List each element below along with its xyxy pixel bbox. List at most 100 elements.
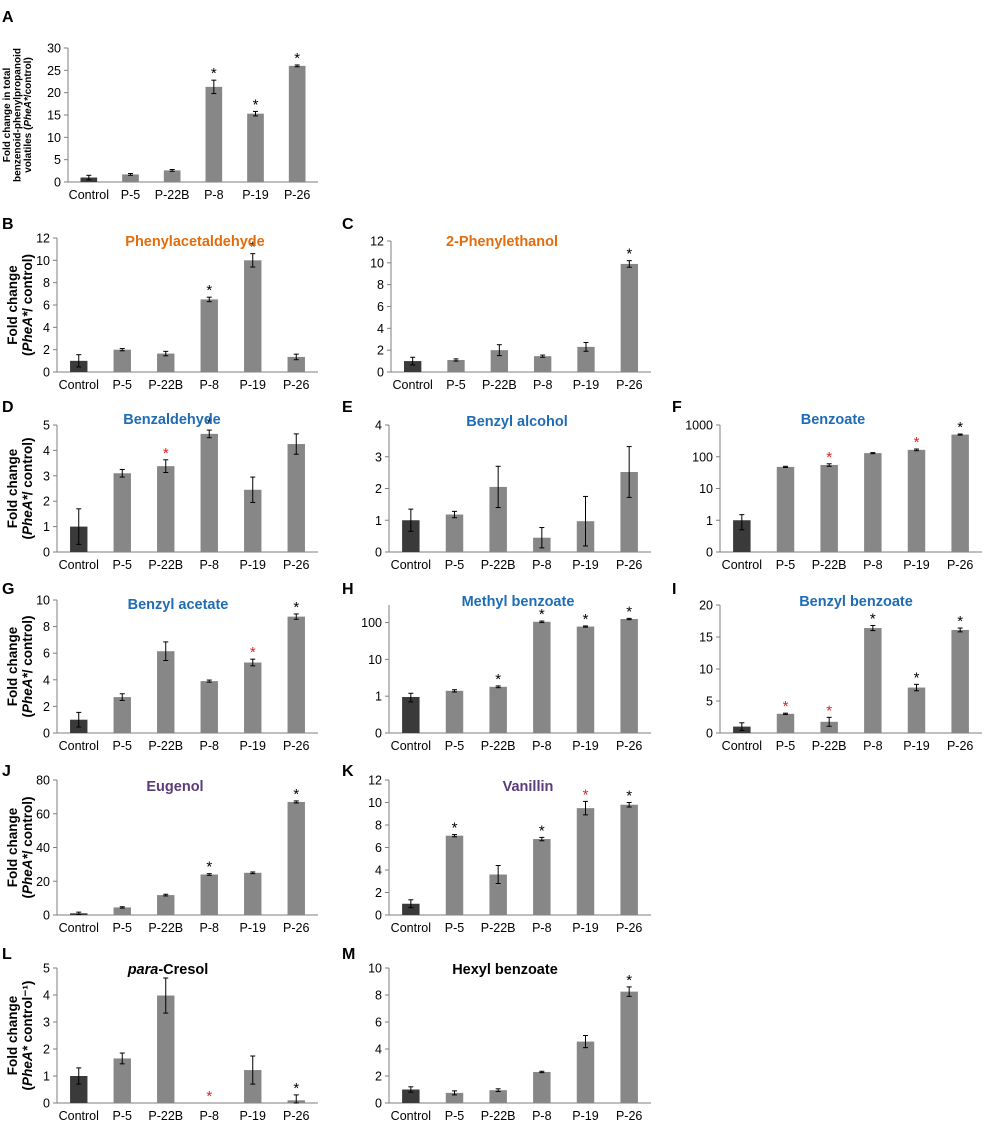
bar-p-22b [489, 1090, 507, 1103]
bar-p-5 [447, 359, 465, 372]
significance-star: * [206, 859, 212, 876]
y-tick-label: 3 [375, 450, 382, 464]
y-tick-label: 5 [43, 419, 50, 433]
significance-star: * [293, 786, 299, 803]
y-tick-label: 15 [699, 631, 713, 645]
significance-star: * [539, 822, 545, 839]
y-tick-label: 0 [706, 727, 713, 741]
significance-star: * [914, 669, 920, 686]
y-axis-label: Fold change [5, 265, 20, 345]
y-tick-label: 1 [375, 690, 382, 704]
x-tick-label: P-19 [240, 921, 266, 935]
panel-label: K [342, 763, 354, 780]
bar-p-19 [244, 489, 262, 552]
panel-e: E 0 1 2 3 4 Control P-5 P-22B P-8 P-19 P-26 Benzyl a… [342, 399, 651, 572]
x-tick-label: P-19 [240, 1109, 266, 1123]
bar-p-22b [163, 170, 181, 182]
x-tick-label: Control [391, 1109, 431, 1123]
y-axis-label: benzenoid-phenylpropanoid [13, 48, 24, 182]
bar-p-5 [122, 174, 139, 182]
x-tick-label: P-8 [533, 378, 553, 392]
bar-p-8 [205, 86, 223, 182]
x-tick-label: P-26 [283, 739, 309, 753]
bar-p-5 [113, 1058, 131, 1103]
y-tick-label: 4 [375, 1043, 382, 1057]
x-tick-label: P-26 [616, 1109, 642, 1123]
x-tick-label: Control [69, 188, 109, 202]
x-tick-label: P-26 [283, 921, 309, 935]
panel-j: J 0 20 40 60 80 Control P-5 P-22B * P-8 P-19 * P-26 Eu… [2, 763, 318, 935]
bar-p-8 [864, 453, 882, 552]
y-tick-label: 8 [375, 819, 382, 833]
y-tick-label: 6 [43, 647, 50, 661]
x-tick-label: P-19 [573, 378, 599, 392]
y-axis-label-part: PheA* [23, 96, 34, 127]
y-tick-label: 0 [43, 366, 50, 380]
y-axis-label-part: ( [20, 535, 35, 540]
significance-star: * [957, 613, 963, 630]
x-tick-label: P-19 [903, 739, 929, 753]
x-tick-label: P-8 [200, 1109, 220, 1123]
significance-star: * [539, 606, 545, 623]
chart-title: Methyl benzoate [462, 594, 575, 610]
x-tick-label: P-5 [113, 739, 133, 753]
x-tick-label: P-22B [482, 378, 517, 392]
significance-star: * [293, 1080, 299, 1097]
bar-p-5 [776, 713, 795, 733]
bar-p-19 [247, 113, 264, 182]
x-tick-label: P-22B [481, 739, 516, 753]
panel-label: J [2, 763, 11, 780]
bar-control [402, 1089, 420, 1103]
bar-p-22b [157, 466, 175, 552]
x-tick-label: P-26 [616, 558, 642, 572]
y-tick-label: 1 [706, 514, 713, 528]
chart-title: Hexyl benzoate [452, 962, 558, 978]
y-axis-label-part: ( [20, 713, 35, 718]
x-tick-label: P-8 [863, 558, 883, 572]
y-axis-label: Fold change [5, 807, 20, 887]
bar-p-8 [200, 681, 218, 733]
y-tick-label: 2 [375, 1070, 382, 1084]
x-tick-label: P-26 [616, 378, 642, 392]
chart-title: Benzyl benzoate [799, 594, 913, 610]
bar-control [733, 520, 751, 552]
panel-label: G [2, 581, 14, 598]
y-tick-label: 4 [377, 322, 384, 336]
y-tick-label: 80 [36, 774, 50, 788]
y-axis-label-part: volatiles ( [23, 126, 34, 173]
y-axis-label-part: / control) [20, 796, 35, 854]
significance-star: * [250, 239, 256, 256]
y-tick-label: 1 [43, 520, 50, 534]
x-tick-label: P-8 [200, 739, 220, 753]
y-axis-label: (PheA* control⁻¹) [20, 981, 35, 1091]
significance-star: * [626, 246, 632, 263]
x-tick-label: P-22B [481, 921, 516, 935]
bar-p-19 [244, 260, 262, 372]
x-tick-label: P-5 [121, 188, 141, 202]
x-tick-label: P-8 [863, 739, 883, 753]
bar-p-19 [244, 1070, 262, 1103]
y-tick-label: 2 [375, 886, 382, 900]
bar-p-22b [820, 464, 838, 552]
y-axis-label-part: ( [20, 1085, 35, 1090]
y-tick-label: 0 [43, 727, 50, 741]
y-tick-label: 2 [43, 1043, 50, 1057]
x-tick-label: P-26 [283, 1109, 309, 1123]
significance-star: * [211, 65, 217, 82]
bar-p-26 [620, 618, 638, 733]
x-tick-label: P-8 [200, 378, 220, 392]
significance-star: * [626, 603, 632, 620]
y-tick-label: 1000 [685, 419, 713, 433]
panel-label: A [2, 9, 14, 26]
panel-k: K 0 2 4 6 8 10 12 Control * P-5 P-22B * P-8 * P-19 * P-26… [342, 763, 651, 935]
y-axis-label: Fold change [5, 626, 20, 706]
panel-i: I 0 5 10 15 20 Control * P-5 * P-22B * P-8 * P-19 * P-26… [672, 581, 982, 753]
x-tick-label: P-5 [445, 558, 465, 572]
x-tick-label: P-8 [532, 558, 552, 572]
panel-label: C [342, 216, 354, 233]
x-tick-label: P-5 [445, 1109, 465, 1123]
y-tick-label: 10 [368, 796, 382, 810]
y-tick-label: 4 [43, 989, 50, 1003]
y-tick-label: 0 [43, 546, 50, 560]
y-tick-label: 10 [368, 653, 382, 667]
